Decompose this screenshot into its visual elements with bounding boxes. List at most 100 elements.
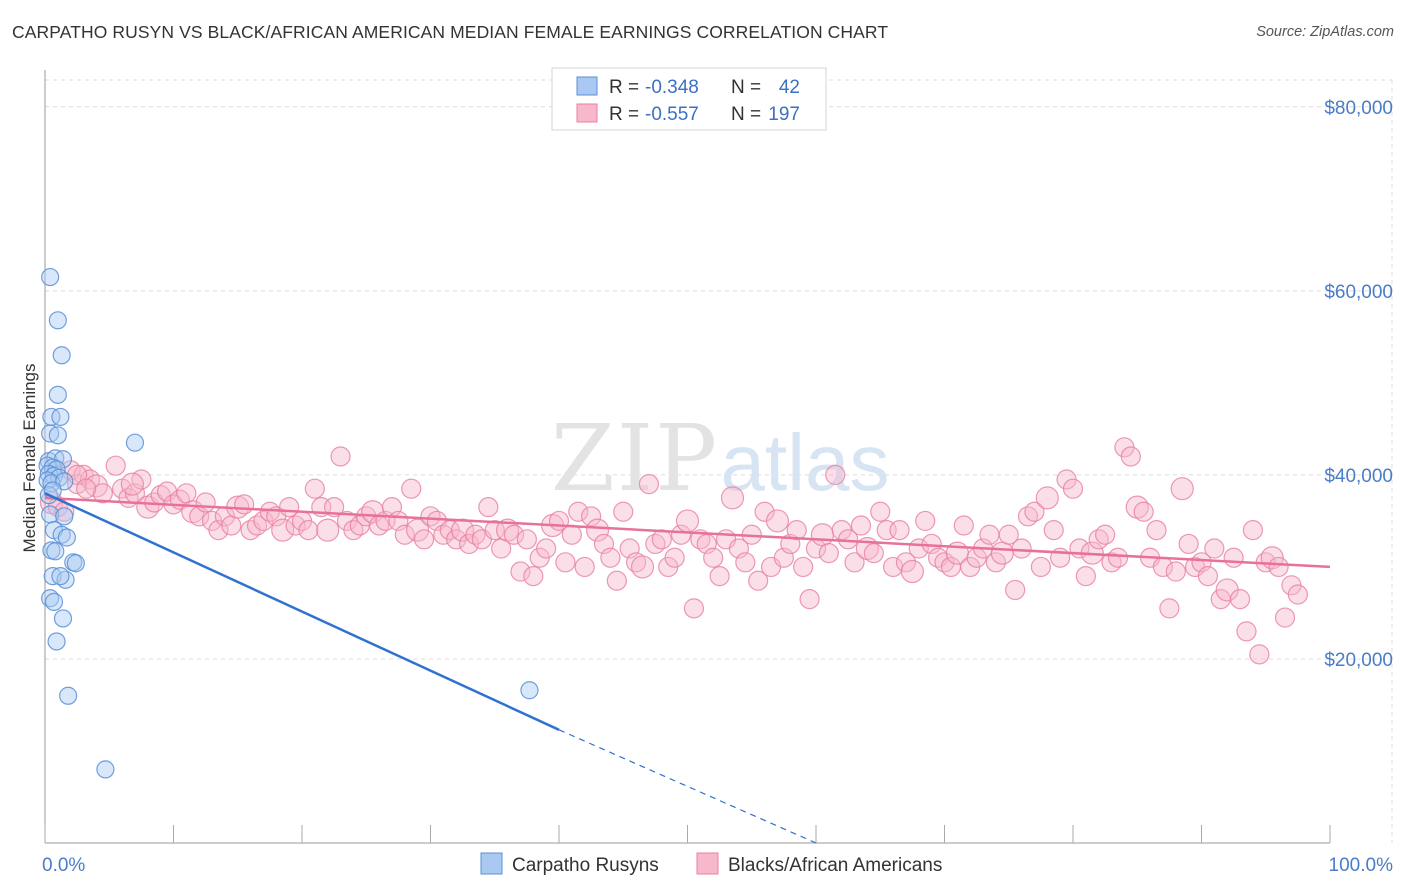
bottom-legend-swatch-pink [696, 852, 719, 875]
point-black-african-american [600, 547, 621, 568]
point-black-african-american [1120, 446, 1141, 467]
point-black-african-american [234, 494, 255, 515]
point-black-african-american [709, 566, 730, 587]
y-tick-label-0: $20,000 [1324, 650, 1393, 671]
point-black-african-american [1011, 538, 1032, 559]
point-black-african-american [765, 509, 790, 533]
point-black-african-american [638, 474, 660, 495]
point-carpatho-rusyn [59, 686, 78, 705]
point-black-african-american [1165, 561, 1186, 582]
chart-title: CARPATHO RUSYN VS BLACK/AFRICAN AMERICAN… [12, 22, 889, 42]
point-black-african-american [1043, 520, 1064, 541]
point-black-african-american [304, 478, 325, 499]
axes [44, 70, 1331, 844]
point-black-african-american [120, 472, 144, 496]
legend-r-label-2: R = [609, 104, 639, 125]
point-black-african-american [1035, 486, 1059, 510]
point-carpatho-rusyn [52, 525, 71, 544]
point-black-african-american [221, 515, 242, 536]
point-carpatho-rusyn [48, 311, 67, 330]
point-black-african-american [555, 552, 576, 573]
point-black-african-american [195, 492, 216, 513]
legend-r-label-1: R = [609, 77, 639, 98]
point-black-african-american [1062, 478, 1084, 499]
point-black-african-american [630, 555, 655, 579]
point-black-african-american [1030, 556, 1051, 578]
legend-box [551, 67, 827, 131]
point-black-african-american [1159, 598, 1180, 619]
point-black-african-american [76, 478, 97, 499]
legend-n-value-2: 197 [768, 104, 800, 125]
point-black-african-american [1095, 524, 1116, 545]
point-black-african-american [516, 529, 537, 550]
point-black-african-american [484, 520, 505, 541]
point-carpatho-rusyn [520, 681, 539, 700]
point-black-african-american [748, 570, 769, 591]
trend-line-carpatho-rusyns-extension [558, 729, 817, 844]
point-black-african-american [1274, 607, 1296, 628]
y-tick-label-2: $60,000 [1324, 282, 1393, 303]
point-black-african-american [1170, 477, 1194, 501]
point-black-african-american [316, 518, 340, 542]
point-black-african-american [998, 524, 1019, 545]
tick-labels: $20,000 $40,000 $60,000 $80,000 0.0% 100.0% [42, 98, 1393, 876]
legend-swatch-pink [576, 103, 598, 123]
point-black-african-american [1075, 566, 1096, 587]
point-carpatho-rusyn [44, 592, 64, 611]
point-black-african-american [176, 483, 197, 504]
point-black-african-american [889, 520, 910, 541]
point-carpatho-rusyn [46, 542, 65, 561]
point-black-african-american [675, 509, 700, 533]
y-axis-label: Median Female Earnings [20, 364, 39, 553]
trend-line-blacks-african-americans [44, 496, 1331, 569]
point-black-african-american [1236, 621, 1257, 642]
point-black-african-american [793, 556, 814, 578]
point-black-african-american [735, 552, 756, 573]
point-black-african-american [585, 518, 610, 542]
legend-n-value-1: 42 [779, 77, 800, 98]
point-carpatho-rusyn [66, 554, 85, 573]
point-black-african-american [990, 541, 1014, 565]
point-black-african-american [394, 524, 415, 545]
point-black-african-american [581, 506, 602, 527]
point-black-african-american [703, 547, 724, 568]
point-carpatho-rusyn [96, 760, 115, 779]
point-black-african-american [683, 598, 705, 619]
point-black-african-american [401, 478, 422, 499]
point-black-african-american [844, 552, 865, 573]
point-black-african-american [568, 501, 589, 522]
point-black-african-american [1229, 589, 1251, 610]
point-black-african-american [536, 538, 557, 559]
point-black-african-american [664, 547, 685, 568]
x-tick-label-min: 0.0% [42, 855, 85, 876]
point-carpatho-rusyn [57, 528, 76, 547]
point-black-african-american [900, 559, 924, 584]
point-black-african-american [523, 566, 544, 587]
point-black-african-american [105, 455, 126, 476]
stats-legend: R = -0.348 N = 42 R = -0.557 N = 197 [551, 67, 827, 131]
point-black-african-american [478, 497, 499, 518]
bottom-legend-label-pink: Blacks/African Americans [728, 855, 942, 876]
point-black-african-american [1024, 501, 1045, 522]
point-black-african-american [1204, 538, 1225, 559]
point-carpatho-rusyn [52, 346, 71, 365]
point-black-african-american [324, 497, 345, 518]
legend-swatch-blue [576, 76, 598, 96]
trend-line-carpatho-rusyns [44, 492, 560, 731]
legend-n-label-1: N = [731, 77, 761, 98]
point-black-african-american [1005, 579, 1026, 601]
legend-n-label-2: N = [731, 104, 761, 125]
point-black-african-american [799, 589, 820, 610]
point-black-african-american [863, 543, 884, 564]
point-black-african-american [1107, 547, 1129, 568]
point-carpatho-rusyn [51, 407, 70, 427]
point-carpatho-rusyn [48, 385, 67, 404]
point-carpatho-rusyn [55, 507, 74, 526]
point-black-african-american [850, 515, 872, 536]
point-black-african-american [818, 543, 839, 564]
point-black-african-american [870, 501, 891, 522]
y-tick-label-3: $80,000 [1324, 98, 1393, 119]
point-black-african-american [1242, 520, 1264, 541]
point-carpatho-rusyn [125, 433, 145, 452]
